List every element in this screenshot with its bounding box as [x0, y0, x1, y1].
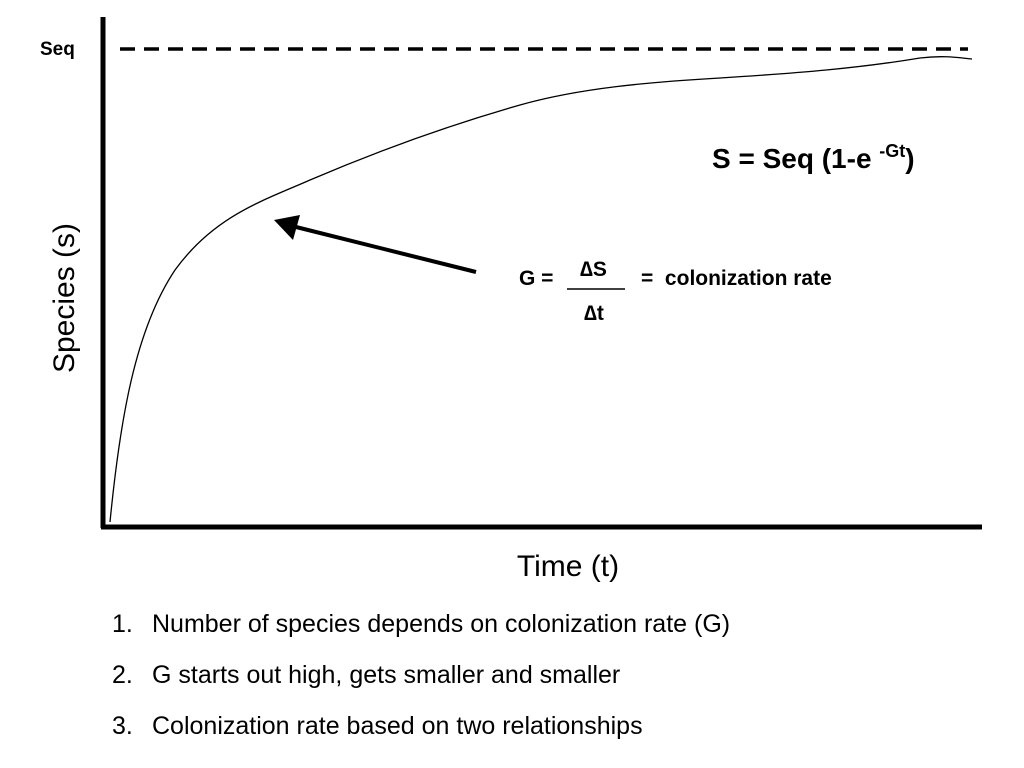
seq-label: Seq — [40, 39, 75, 60]
arrow-shaft — [295, 225, 477, 274]
list-item: 1. Number of species depends on coloniza… — [112, 612, 730, 637]
rate-numerator: ∆S — [580, 258, 607, 281]
list-item: 3. Colonization rate based on two relati… — [112, 714, 730, 739]
rate-denominator: ∆t — [584, 302, 604, 325]
y-axis-label: Species (s) — [48, 223, 81, 373]
list-item-number: 2. — [112, 661, 133, 689]
list-item-number: 3. — [112, 712, 133, 740]
list-item-text: Colonization rate based on two relations… — [152, 712, 643, 740]
equation-superscript: -Gt — [879, 141, 905, 161]
equation-close: ) — [905, 143, 914, 174]
key-points-list: 1. Number of species depends on coloniza… — [112, 612, 730, 765]
list-item-number: 1. — [112, 610, 133, 638]
arrow-head — [274, 215, 300, 240]
x-axis-label: Time (t) — [517, 550, 619, 583]
list-item-text: G starts out high, gets smaller and smal… — [152, 661, 621, 689]
equation-main-text: S = Seq (1-e — [712, 143, 879, 174]
list-item-text: Number of species depends on colonizatio… — [152, 610, 731, 638]
rate-rhs: = colonization rate — [641, 267, 832, 290]
equation-main: S = Seq (1-e -Gt) — [712, 141, 915, 174]
list-item: 2. G starts out high, gets smaller and s… — [112, 663, 730, 688]
species-curve — [109, 56, 973, 523]
rate-lhs: G = — [519, 267, 553, 290]
